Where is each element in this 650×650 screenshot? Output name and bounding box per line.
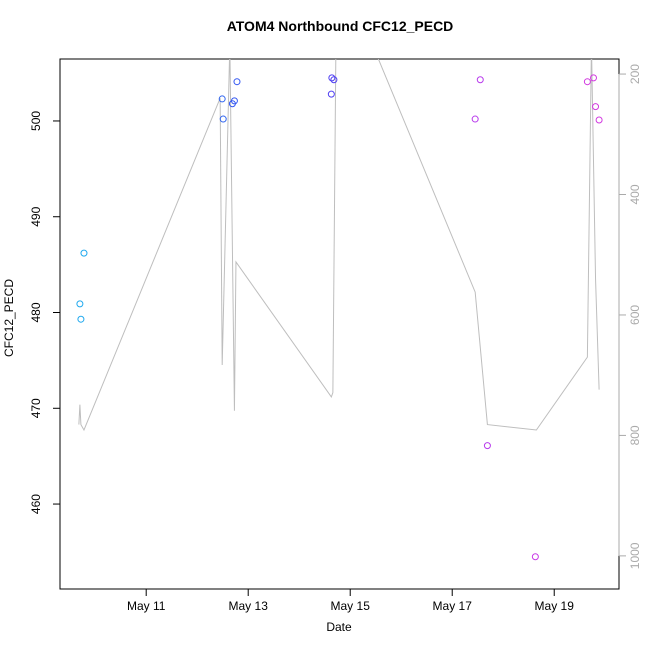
x-tick-label: May 17: [433, 599, 473, 613]
data-point: [219, 115, 227, 123]
x-tick-label: May 13: [229, 599, 269, 613]
y2-tick-label: 800: [628, 425, 642, 445]
data-point: [327, 90, 335, 98]
y-tick-label: 500: [29, 111, 43, 131]
data-point: [471, 115, 479, 123]
data-point: [583, 78, 591, 86]
y-tick-label: 490: [29, 206, 43, 226]
y-axis-label: CFC12_PECD: [2, 279, 16, 357]
data-point: [330, 76, 338, 84]
y2-tick-label: 600: [628, 305, 642, 325]
data-point: [77, 315, 85, 323]
data-point: [483, 442, 491, 450]
data-point: [233, 78, 241, 86]
y-tick-label: 480: [29, 302, 43, 322]
y2-tick-label: 400: [628, 184, 642, 204]
data-line: [78, 59, 600, 432]
data-point: [592, 103, 600, 111]
x-tick-label: May 11: [127, 599, 166, 613]
data-point: [589, 74, 597, 82]
data-point: [595, 116, 603, 124]
x-axis-label: Date: [326, 620, 352, 634]
y-tick-label: 470: [29, 398, 43, 418]
chart-title: ATOM4 Northbound CFC12_PECD: [227, 18, 454, 34]
x-tick-label: May 19: [535, 599, 575, 613]
data-point: [328, 74, 336, 82]
data-point: [80, 249, 88, 257]
x-tick-label: May 15: [331, 599, 371, 613]
line-layer: [78, 59, 600, 432]
data-point: [531, 553, 539, 561]
y-tick-label: 460: [29, 494, 43, 514]
y2-tick-label: 1000: [628, 542, 642, 569]
data-point: [476, 76, 484, 84]
y2-tick-label: 200: [628, 64, 642, 84]
data-point: [76, 300, 84, 308]
plot-frame: [59, 58, 620, 590]
data-point: [230, 97, 238, 105]
data-point: [218, 95, 226, 103]
